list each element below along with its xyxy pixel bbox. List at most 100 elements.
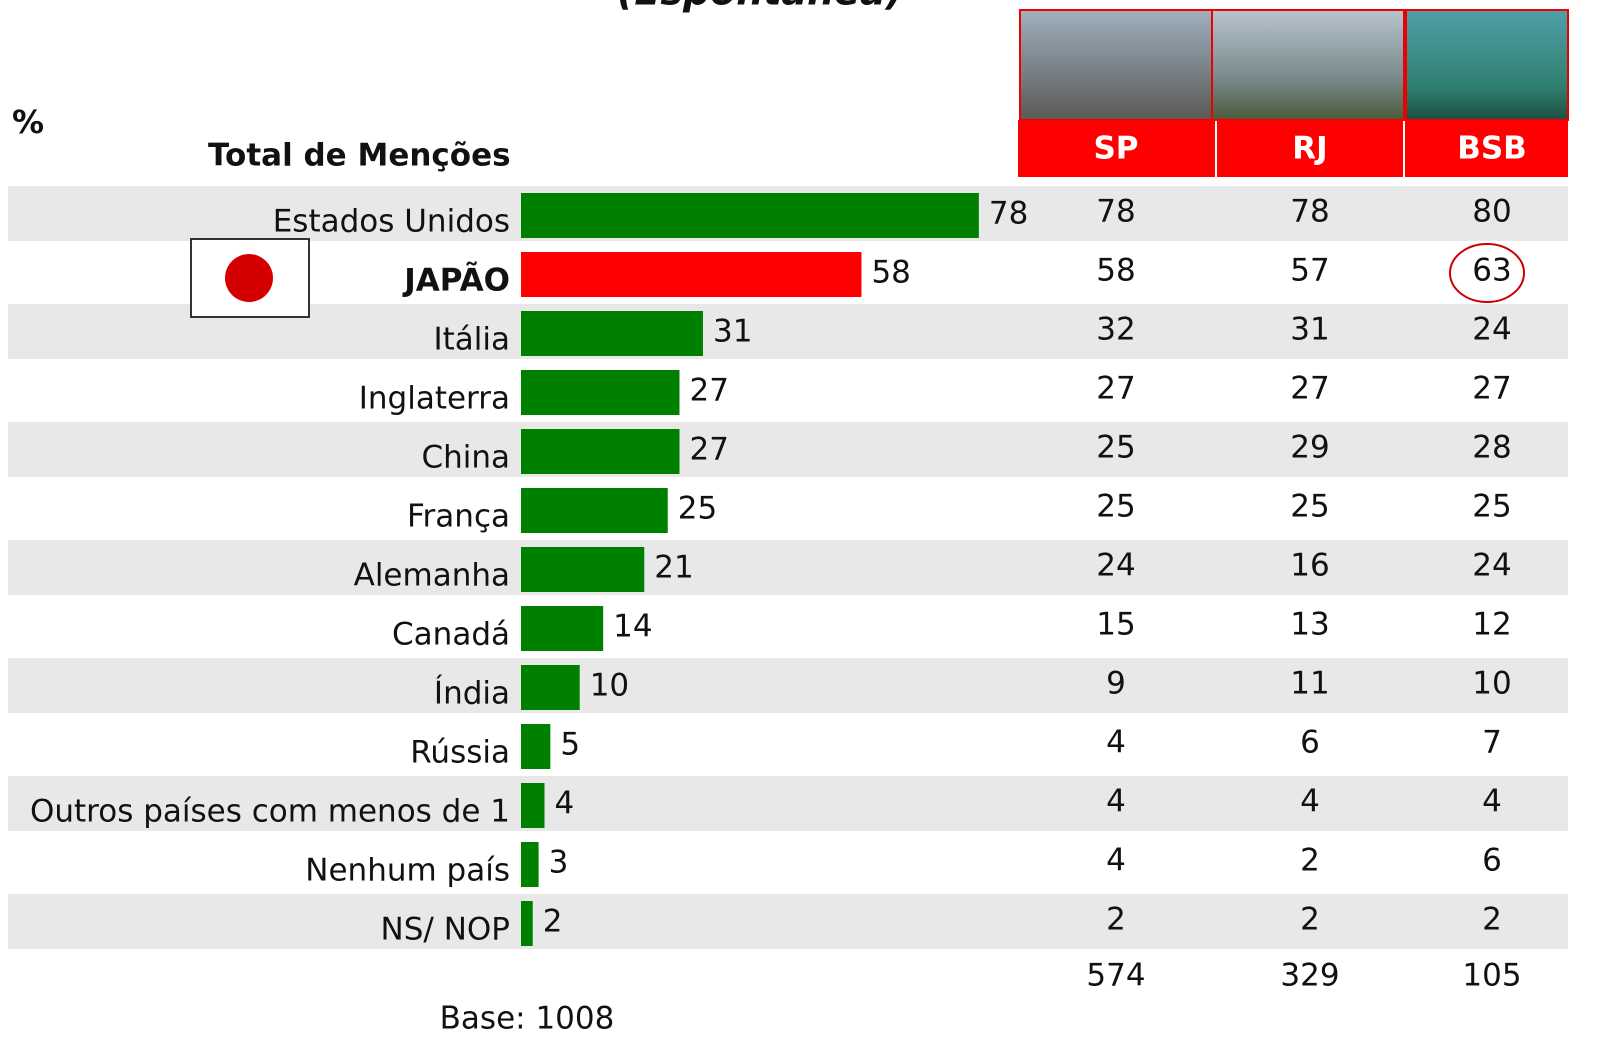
- table-cell: 12: [1472, 607, 1511, 643]
- value-label: 25: [678, 491, 717, 527]
- row-band: [8, 422, 1568, 477]
- category-label: NS/ NOP: [381, 912, 510, 948]
- table-cell: 32: [1096, 312, 1135, 348]
- table-cell: 10: [1472, 666, 1511, 702]
- row-band: [8, 776, 1568, 831]
- table-cell: 25: [1096, 489, 1135, 525]
- base-note: Base: 1008: [440, 1001, 615, 1037]
- highlight-circle: [1449, 243, 1525, 303]
- table-cell: 9: [1106, 666, 1126, 702]
- column-header-bg: [1018, 120, 1215, 177]
- row-band: [8, 894, 1568, 949]
- bar: [521, 370, 680, 415]
- photo-bsb: [1405, 9, 1569, 121]
- table-cell: 27: [1472, 371, 1511, 407]
- column-header: BSB: [1457, 131, 1527, 167]
- table-cell: 4: [1300, 784, 1320, 820]
- column-header-bg: [1217, 120, 1403, 177]
- table-cell: 58: [1096, 253, 1135, 289]
- category-label: Inglaterra: [359, 381, 510, 417]
- table-cell: 25: [1472, 489, 1511, 525]
- value-label: 27: [689, 432, 728, 468]
- table-cell: 2: [1482, 902, 1502, 938]
- value-label: 3: [549, 845, 569, 881]
- bar: [521, 783, 545, 828]
- table-cell: 2: [1300, 902, 1320, 938]
- category-label: França: [407, 499, 510, 535]
- table-cell: 24: [1096, 548, 1135, 584]
- bar: [521, 606, 604, 651]
- flag-disc: [225, 254, 273, 302]
- bar: [521, 842, 539, 887]
- bar: [521, 724, 551, 769]
- table-cell: 25: [1290, 489, 1329, 525]
- table-cell: 25: [1096, 430, 1135, 466]
- bar: [521, 665, 580, 710]
- chart-title: (Espontânea): [617, 0, 903, 14]
- row-band: [8, 658, 1568, 713]
- value-label: 58: [871, 255, 910, 291]
- bar: [521, 547, 645, 592]
- category-label: Itália: [433, 322, 510, 358]
- value-label: 5: [560, 727, 580, 763]
- value-label: 21: [654, 550, 693, 586]
- value-label: 78: [989, 196, 1028, 232]
- table-total: 329: [1280, 958, 1339, 994]
- value-label: 10: [590, 668, 629, 704]
- table-cell: 4: [1106, 843, 1126, 879]
- table-total: 574: [1086, 958, 1145, 994]
- category-label: Rússia: [410, 735, 510, 771]
- table-cell: 15: [1096, 607, 1135, 643]
- bar: [521, 252, 862, 297]
- table-cell: 28: [1472, 430, 1511, 466]
- category-label: Nenhum país: [305, 853, 510, 889]
- table-cell: 24: [1472, 312, 1511, 348]
- table-cell: 16: [1290, 548, 1329, 584]
- unit-label: %: [12, 103, 44, 141]
- table-cell: 57: [1290, 253, 1329, 289]
- table-cell: 78: [1290, 194, 1329, 230]
- flag-box: [190, 238, 310, 318]
- table-cell: 6: [1300, 725, 1320, 761]
- value-label: 14: [613, 609, 652, 645]
- category-label: China: [421, 440, 510, 476]
- value-label: 2: [543, 904, 563, 940]
- column-header: SP: [1093, 131, 1138, 167]
- table-cell: 24: [1472, 548, 1511, 584]
- table-cell: 27: [1290, 371, 1329, 407]
- value-label: 4: [554, 786, 574, 822]
- category-label: Canadá: [392, 617, 510, 653]
- column-header: RJ: [1292, 131, 1327, 167]
- photo-rj: [1211, 9, 1405, 121]
- table-cell: 7: [1482, 725, 1502, 761]
- value-label: 31: [713, 314, 752, 350]
- bar: [521, 193, 979, 238]
- table-cell: 27: [1096, 371, 1135, 407]
- table-cell: 31: [1290, 312, 1329, 348]
- category-label: Alemanha: [354, 558, 510, 594]
- category-label: Outros países com menos de 1: [30, 794, 510, 830]
- bar: [521, 488, 668, 533]
- table-cell: 13: [1290, 607, 1329, 643]
- table-cell: 11: [1290, 666, 1329, 702]
- bar: [521, 429, 680, 474]
- table-total: 105: [1462, 958, 1521, 994]
- row-band: [8, 540, 1568, 595]
- table-cell: 4: [1106, 725, 1126, 761]
- table-cell: 2: [1106, 902, 1126, 938]
- bar: [521, 311, 703, 356]
- table-cell: 2: [1300, 843, 1320, 879]
- subtitle: Total de Menções: [208, 138, 511, 174]
- category-label: Índia: [434, 676, 510, 712]
- table-cell: 63: [1472, 253, 1511, 289]
- table-cell: 29: [1290, 430, 1329, 466]
- table-cell: 80: [1472, 194, 1511, 230]
- bar: [521, 901, 533, 946]
- table-cell: 4: [1482, 784, 1502, 820]
- value-label: 27: [689, 373, 728, 409]
- photo-sp: [1019, 9, 1213, 121]
- column-header-bg: [1405, 120, 1568, 177]
- table-cell: 4: [1106, 784, 1126, 820]
- category-label: Estados Unidos: [273, 204, 510, 240]
